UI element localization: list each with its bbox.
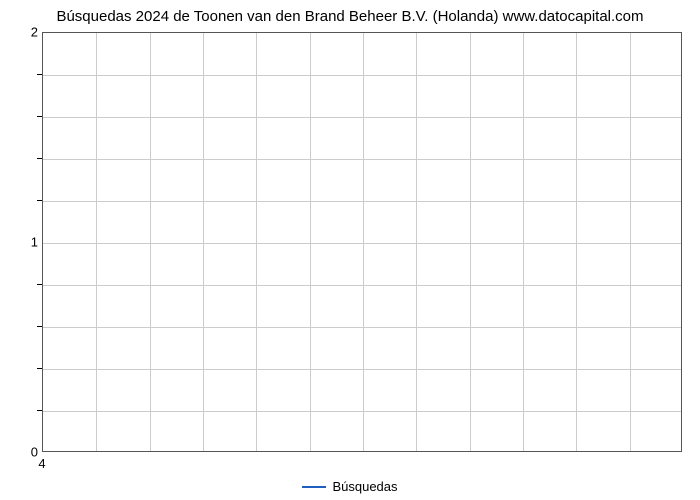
y-minor-tick [37,326,42,327]
y-minor-tick [37,368,42,369]
legend-line-icon [302,486,326,488]
chart-container: Búsquedas 2024 de Toonen van den Brand B… [0,0,700,500]
y-minor-tick [37,284,42,285]
y-tick-label: 1 [8,235,38,250]
grid-line-v [256,33,257,451]
grid-line-v [470,33,471,451]
grid-line-v [363,33,364,451]
chart-title: Búsquedas 2024 de Toonen van den Brand B… [0,8,700,25]
grid-line-h [43,117,681,118]
legend-label: Búsquedas [332,479,397,494]
grid-line-h [43,159,681,160]
grid-line-v [523,33,524,451]
y-minor-tick [37,116,42,117]
grid-line-h [43,369,681,370]
plot-area [42,32,682,452]
grid-line-h [43,327,681,328]
grid-line-v [150,33,151,451]
grid-line-v [576,33,577,451]
x-tick-label: 4 [38,456,45,471]
legend: Búsquedas [0,475,700,495]
grid-line-h [43,75,681,76]
y-minor-tick [37,200,42,201]
y-tick-label: 2 [8,25,38,40]
grid-line-v [416,33,417,451]
grid-line-v [630,33,631,451]
y-minor-tick [37,410,42,411]
grid-line-v [203,33,204,451]
grid-line-h [43,201,681,202]
legend-item: Búsquedas [302,479,397,494]
grid-line-v [96,33,97,451]
y-tick-label: 0 [8,445,38,460]
grid-line-h [43,243,681,244]
grid-line-h [43,411,681,412]
y-minor-tick [37,74,42,75]
grid-line-v [310,33,311,451]
y-minor-tick [37,158,42,159]
grid-line-h [43,285,681,286]
